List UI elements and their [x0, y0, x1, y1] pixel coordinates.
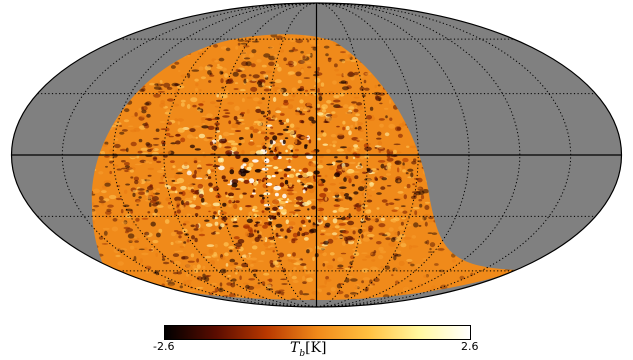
colorbar-gradient: [164, 325, 471, 340]
colorbar-min-label: -2.6: [153, 340, 175, 353]
colorbar-max-label: 2.6: [461, 340, 479, 353]
graticule-line: [163, 3, 317, 307]
graticule-line: [214, 3, 317, 307]
colorbar-title: Tb[K]: [290, 340, 327, 359]
colorbar: [164, 325, 471, 340]
graticule-lines: [37, 3, 596, 307]
sky-map: [10, 2, 623, 308]
